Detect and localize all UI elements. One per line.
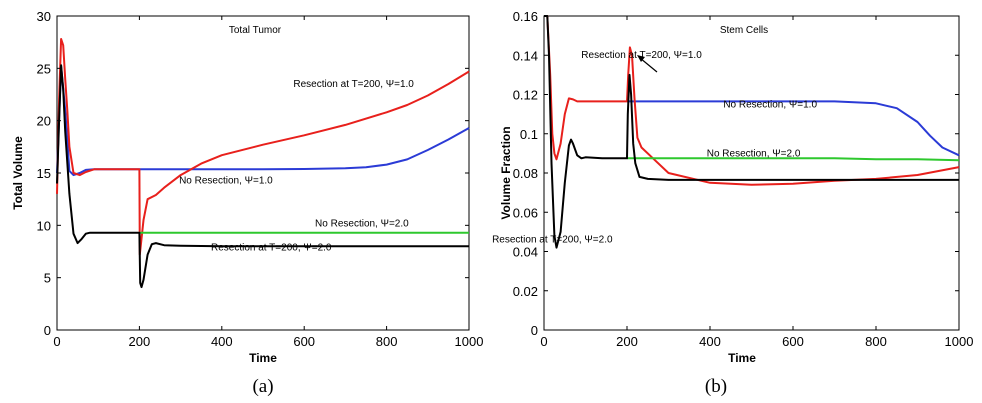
panel-b-ticks: 0 200 400 600 800 1000 0 0.02 0.04 0.06 0.08 0.1 0.1…: [513, 9, 974, 349]
panel-b-series-line-1: [627, 100, 960, 157]
panel-b-x-tick-label: 1000: [945, 334, 974, 349]
panel-a-annotation: Resection at T=200, Ψ=1.0: [293, 79, 414, 90]
panel-b-y-axis-label: Volume Fraction: [499, 126, 513, 219]
panel-b-x-tick-label: 800: [865, 334, 887, 349]
panel-a-annotations: Resection at T=200, Ψ=1.0 No Resection, Ψ…: [179, 79, 414, 253]
panel-a-x-tick-label: 200: [129, 334, 151, 349]
panel-b-annotation: No Resection, Ψ=2.0: [707, 148, 801, 159]
panel-b-y-tick-label: 0.04: [513, 245, 538, 260]
panel-a-y-tick-label: 0: [44, 323, 51, 338]
panel-b-x-tick-label: 400: [699, 334, 721, 349]
panel-a-y-axis-label: Total Volume: [11, 136, 25, 210]
panel-b-series-line-2: [544, 15, 960, 186]
panel-a-annotation: No Resection, Ψ=2.0: [315, 218, 409, 229]
panel-b-y-tick-label: 0.16: [513, 9, 538, 24]
panel-b-y-tick-label: 0.1: [520, 127, 538, 142]
panel-b-annotation-arrow: [639, 57, 658, 73]
panel-a-annotation: Resection at T=200, Ψ=2.0: [211, 242, 332, 253]
panel-b-annotation: No Resection, Ψ=1.0: [723, 99, 817, 110]
panel-b-series-line-4: [544, 15, 959, 249]
panel-b-series: [544, 15, 960, 249]
panel-a-title: Total Tumor: [229, 25, 282, 36]
panel-b-y-tick-label: 0.08: [513, 166, 538, 181]
panel-a-y-tick-label: 25: [37, 61, 51, 76]
panel-a-ticks: 0 200 400 600 800 1000 0 5 10 15 20 25 30: [37, 9, 484, 349]
panel-a-series-line-4: [56, 64, 469, 289]
panel-b-x-tick-label: 200: [616, 334, 638, 349]
panel-b-x-tick-label: 0: [540, 334, 547, 349]
panel-b-x-axis-label: Time: [728, 351, 756, 365]
panel-b-y-tick-label: 0.06: [513, 205, 538, 220]
panel-b-caption: (b): [705, 376, 727, 397]
panel-a-series: [56, 38, 470, 289]
panel-b-y-tick-label: 0.14: [513, 48, 538, 63]
panel-a-series-line-1: [56, 65, 470, 177]
panel-b-annotation: Resection at T=200, Ψ=2.0: [492, 235, 613, 246]
panel-b-y-tick-label: 0.12: [513, 88, 538, 103]
panel-a: 0 200 400 600 800 1000 0 5 10 15 20 25 30 Resection …: [11, 9, 483, 397]
panel-b-y-tick-label: 0: [531, 323, 538, 338]
panel-a-y-tick-label: 15: [37, 166, 51, 181]
panel-b-title: Stem Cells: [720, 25, 768, 36]
panel-a-x-tick-label: 400: [211, 334, 233, 349]
panel-b-frame: [543, 15, 960, 331]
panel-b-annotation: Resection at T=200, Ψ=1.0: [581, 50, 702, 61]
panel-b-x-tick-label: 600: [782, 334, 804, 349]
panel-a-x-tick-label: 600: [293, 334, 315, 349]
panel-a-x-tick-label: 1000: [455, 334, 484, 349]
panel-a-y-tick-label: 30: [37, 9, 51, 24]
panel-b: 0 200 400 600 800 1000 0 0.02 0.04 0.06 0.08 0.1 0.1…: [492, 9, 973, 397]
panel-a-y-tick-label: 20: [37, 114, 51, 129]
panel-b-annotations: Resection at T=200, Ψ=1.0 No Resection, Ψ…: [492, 50, 817, 245]
panel-a-x-axis-label: Time: [249, 351, 277, 365]
panel-a-x-tick-label: 0: [53, 334, 60, 349]
panel-a-y-tick-label: 10: [37, 218, 51, 233]
panel-a-caption: (a): [252, 376, 273, 397]
panel-a-x-tick-label: 800: [376, 334, 398, 349]
panel-a-y-tick-label: 5: [44, 271, 51, 286]
panel-b-series-line-3: [627, 157, 960, 162]
panel-a-frame: [56, 15, 470, 331]
panel-a-annotation: No Resection, Ψ=1.0: [179, 175, 273, 186]
panel-b-annotation-arrowhead: [637, 55, 645, 62]
panel-b-y-tick-label: 0.02: [513, 284, 538, 299]
